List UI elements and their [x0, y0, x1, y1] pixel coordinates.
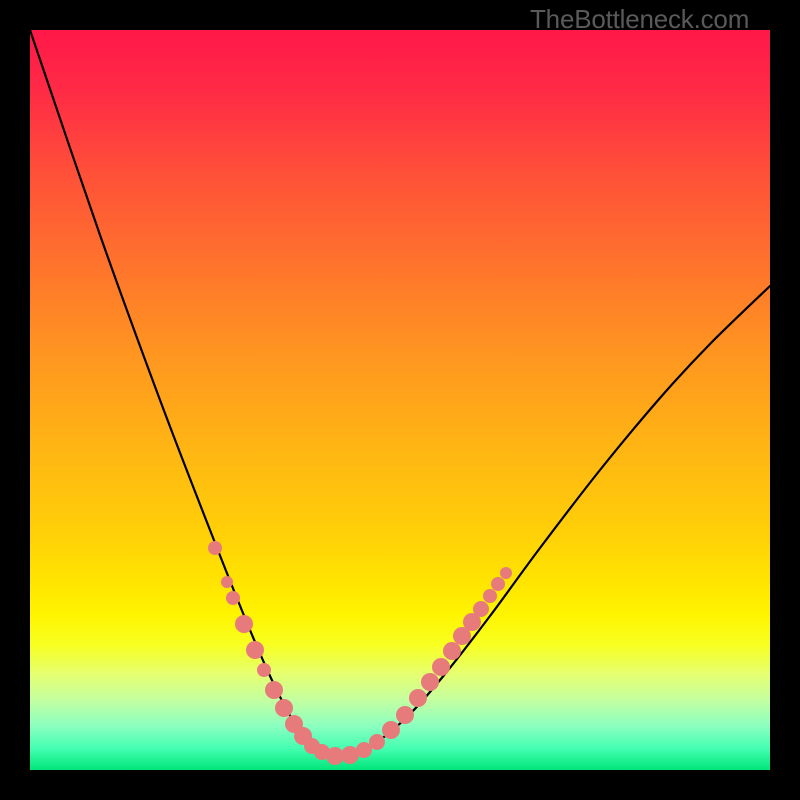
data-marker: [246, 641, 264, 659]
data-marker: [432, 658, 450, 676]
data-marker: [257, 663, 271, 677]
data-marker: [382, 721, 400, 739]
chart-overlay: [0, 0, 800, 800]
data-marker: [483, 589, 497, 603]
data-marker: [226, 591, 240, 605]
bottleneck-curve: [30, 30, 770, 758]
data-marker: [421, 673, 439, 691]
data-marker: [396, 706, 414, 724]
data-marker: [369, 734, 385, 750]
data-marker: [473, 601, 489, 617]
data-marker: [409, 689, 427, 707]
data-marker: [500, 567, 512, 579]
data-marker: [265, 681, 283, 699]
data-marker: [221, 576, 233, 588]
chart-stage: TheBottleneck.com: [0, 0, 800, 800]
data-marker: [491, 577, 505, 591]
data-marker: [443, 642, 461, 660]
data-marker: [208, 541, 222, 555]
data-marker: [275, 699, 293, 717]
data-marker: [235, 615, 253, 633]
marker-group: [208, 541, 512, 765]
